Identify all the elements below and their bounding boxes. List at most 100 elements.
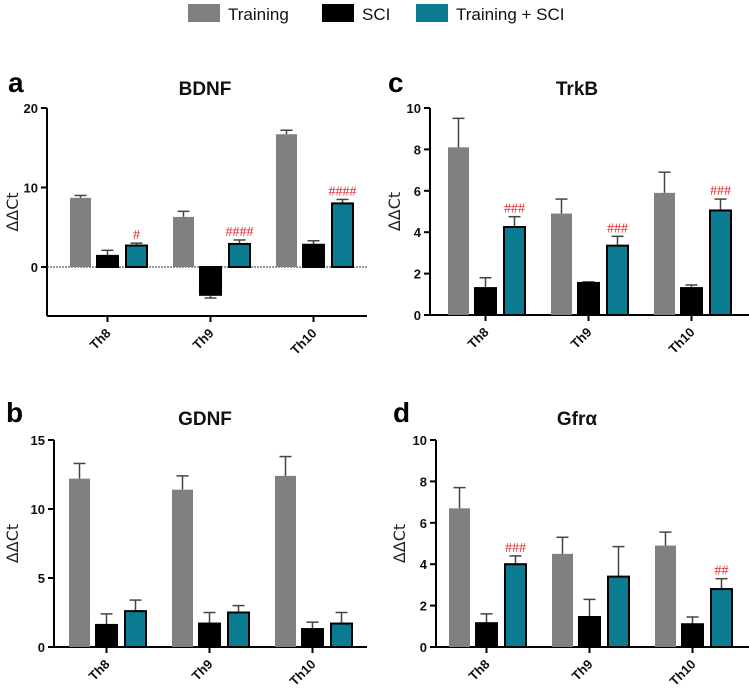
panel-title: BDNF — [179, 79, 232, 100]
significance-marker: #### — [226, 225, 254, 240]
y-tick-label: 8 — [420, 474, 427, 489]
bar-training-sci — [606, 244, 629, 316]
significance-marker: # — [133, 228, 140, 243]
significance-marker: #### — [329, 184, 357, 199]
legend-label: Training — [228, 5, 289, 24]
bar-training-sci — [125, 244, 148, 269]
bar-training-sci — [124, 610, 147, 648]
y-tick-label: 10 — [31, 502, 45, 517]
y-tick-label: 0 — [31, 260, 38, 275]
y-tick-label: 8 — [414, 142, 421, 157]
x-tick-label: Th9 — [190, 326, 217, 353]
x-tick-label: Th8 — [465, 325, 492, 352]
y-tick-label: 10 — [24, 181, 38, 196]
bar-training-sci — [710, 588, 733, 648]
x-tick-label: Th8 — [86, 657, 113, 684]
y-tick-label: 0 — [420, 640, 427, 655]
significance-marker: ### — [710, 184, 731, 199]
y-tick-label: 10 — [407, 101, 421, 116]
bar-sci — [96, 254, 119, 268]
bar-sci — [578, 615, 601, 648]
x-tick-label: Th8 — [87, 326, 114, 353]
x-tick-label: Th10 — [667, 657, 699, 689]
y-axis-label: ΔΔCt — [3, 192, 22, 231]
panel-title: GDNF — [178, 409, 232, 430]
legend-swatch — [188, 4, 220, 22]
bar-sci — [302, 243, 325, 269]
y-axis-label: ΔΔCt — [390, 524, 409, 563]
bar-sci — [198, 622, 221, 648]
legend-item-2: Training + SCI — [416, 4, 565, 24]
bar-training — [69, 478, 90, 647]
bar-training — [448, 147, 469, 315]
panel-letter: c — [388, 67, 404, 98]
bar-sci — [475, 622, 498, 649]
x-tick-label: Th9 — [569, 657, 596, 684]
bar-sci — [95, 623, 118, 648]
y-tick-label: 6 — [414, 184, 421, 199]
panel-c: c TrkB ΔΔCt 0 2 4 6 8 10 Th8 ### Th9 ### Th10 ### — [385, 67, 749, 357]
panel-letter: d — [393, 397, 410, 428]
bar-training — [552, 553, 573, 647]
y-tick-label: 10 — [413, 433, 427, 448]
bar-sci — [474, 287, 497, 316]
significance-marker: ### — [607, 221, 628, 236]
bar-sci — [577, 281, 600, 317]
y-tick-label: 0 — [414, 308, 421, 323]
panel-letter: a — [8, 67, 24, 98]
y-tick-label: 4 — [414, 225, 422, 240]
x-tick-label: Th10 — [288, 326, 320, 358]
y-tick-label: 4 — [420, 557, 428, 572]
panel-d: d Gfrα ΔΔCt 0 2 4 6 8 10 Th8 ### Th9 Th10 ## — [390, 397, 749, 689]
bar-training — [449, 508, 470, 647]
y-tick-label: 6 — [420, 516, 427, 531]
legend-label: SCI — [362, 5, 390, 24]
legend-swatch — [322, 4, 354, 22]
bar-training — [173, 216, 194, 267]
x-tick-label: Th9 — [568, 325, 595, 352]
y-axis-label: ΔΔCt — [385, 192, 404, 231]
panel-title: Gfrα — [557, 409, 598, 430]
legend-item-1: SCI — [322, 4, 390, 24]
significance-marker: ### — [505, 541, 526, 556]
y-tick-label: 5 — [38, 571, 45, 586]
bar-sci — [199, 266, 222, 296]
y-tick-label: 0 — [38, 640, 45, 655]
bar-sci — [680, 287, 703, 316]
bar-training-sci — [607, 575, 630, 648]
bar-training — [275, 475, 296, 647]
x-tick-label: Th10 — [287, 657, 319, 689]
bar-training — [654, 192, 675, 315]
x-tick-label: Th8 — [466, 657, 493, 684]
panel-b: b GDNF ΔΔCt 0 5 10 15 Th8 Th9 Th10 — [3, 397, 367, 689]
panel-a: a BDNF ΔΔCt 0 10 20 Th8 # Th9 #### Th10 #### — [3, 67, 367, 358]
bar-training-sci — [331, 202, 354, 268]
panel-title: TrkB — [556, 79, 598, 100]
bar-training-sci — [227, 611, 250, 648]
y-tick-label: 2 — [414, 267, 421, 282]
bar-training — [276, 134, 297, 267]
x-tick-label: Th9 — [189, 657, 216, 684]
bar-training-sci — [228, 242, 251, 269]
bar-training-sci — [330, 622, 353, 648]
bar-training-sci — [503, 226, 526, 316]
y-axis-label: ΔΔCt — [3, 524, 22, 563]
bar-training — [70, 197, 91, 267]
y-tick-label: 2 — [420, 599, 427, 614]
panel-letter: b — [6, 397, 23, 428]
bar-training — [655, 545, 676, 647]
bar-training — [551, 213, 572, 315]
bar-sci — [301, 628, 324, 648]
significance-marker: ### — [504, 202, 525, 217]
legend-item-0: Training — [188, 4, 289, 24]
bar-training — [172, 489, 193, 647]
legend-label: Training + SCI — [456, 5, 565, 24]
bar-training-sci — [504, 563, 527, 649]
bar-training-sci — [709, 209, 732, 316]
legend-swatch — [416, 4, 448, 22]
y-tick-label: 15 — [31, 433, 45, 448]
bar-sci — [681, 623, 704, 648]
significance-marker: ## — [715, 564, 729, 579]
x-tick-label: Th10 — [666, 325, 698, 357]
